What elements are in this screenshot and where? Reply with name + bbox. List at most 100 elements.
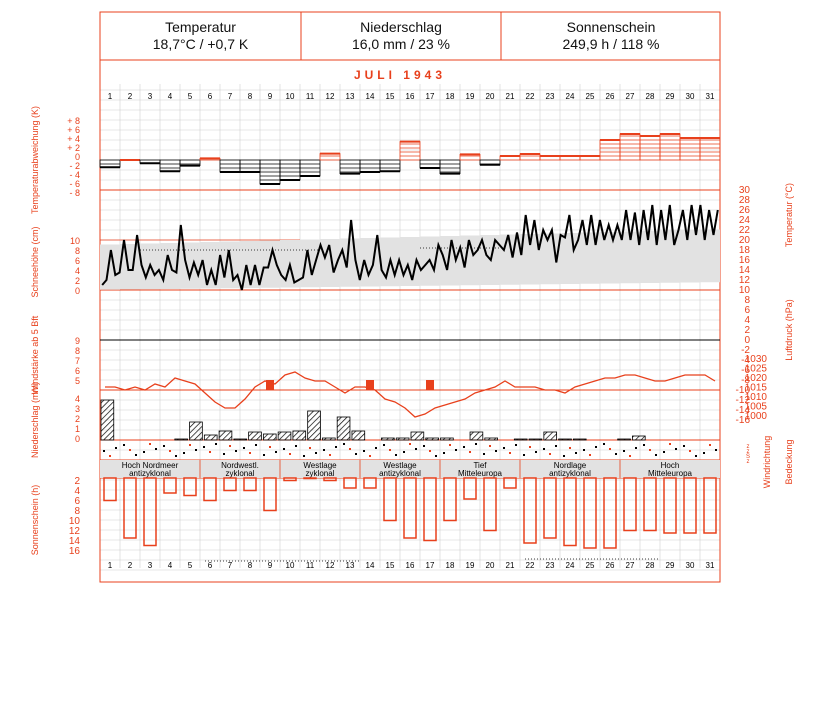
temperature-tick: -14 <box>736 405 751 416</box>
cloud-wind-tick: z <box>747 459 750 465</box>
temperature-tick: -6 <box>741 365 750 376</box>
sunshine-bar <box>343 477 357 489</box>
temperature-tick: -10 <box>736 385 751 396</box>
cloud-wind-dot <box>329 454 331 456</box>
day-label: 9 <box>268 561 273 570</box>
cloud-wind-dot <box>389 449 391 451</box>
sunshine-bar <box>563 477 577 547</box>
precipitation-tick: 1 <box>75 424 80 434</box>
sunshine-tick: 8 <box>74 506 80 517</box>
day-label: 11 <box>306 561 315 570</box>
temp-deviation-bar <box>99 159 121 168</box>
day-label: 8 <box>248 561 253 570</box>
precipitation-ylabel: Niederschlag (mm) <box>30 382 40 458</box>
header-temperature-title: Temperatur <box>165 19 236 35</box>
sunshine-bar <box>263 477 277 512</box>
sunshine-bar <box>663 477 677 534</box>
day-label: 23 <box>546 92 555 101</box>
weather-type-label: antizyklonal <box>549 469 591 478</box>
day-label: 27 <box>626 561 635 570</box>
day-label: 15 <box>386 561 395 570</box>
cloud-wind-dot <box>103 450 105 452</box>
temperature-tick: 16 <box>739 255 751 266</box>
precipitation-bar <box>395 437 410 441</box>
wind-event-marker <box>426 380 434 390</box>
day-label: 18 <box>446 561 455 570</box>
cloud-wind-dot <box>189 444 191 446</box>
cloud-wind-dot <box>529 446 531 448</box>
day-label: 4 <box>168 92 173 101</box>
wind-event-marker <box>366 380 374 390</box>
cloud-wind-dot <box>469 451 471 453</box>
precipitation-bar <box>262 433 277 441</box>
temp-deviation-tick: + 6 <box>67 125 80 135</box>
precipitation-bar <box>617 438 631 441</box>
cloud-wind-dot <box>143 451 145 453</box>
temp-deviation-bars <box>99 133 721 185</box>
cloud-wind-dot <box>109 455 111 457</box>
cloud-wind-dot <box>675 448 677 450</box>
cloud-wind-tick: z <box>747 444 750 450</box>
temperature-tick: 2 <box>744 325 750 336</box>
cloud-wind-dot <box>443 452 445 454</box>
sunshine-tick: 6 <box>74 496 80 507</box>
temperature-normal-band <box>100 229 720 290</box>
day-label: 16 <box>406 92 415 101</box>
cloud-wind-dot <box>415 448 417 450</box>
pressure-ylabel: Luftdruck (hPa) <box>784 299 794 361</box>
header-sunshine-title: Sonnenschein <box>566 19 656 35</box>
cloud-wind-dot <box>323 449 325 451</box>
sunshine-bars <box>103 477 717 549</box>
day-label: 25 <box>586 561 595 570</box>
precipitation-bar <box>381 437 395 441</box>
sunshine-bar <box>303 477 317 480</box>
temperature-tick: -4 <box>741 355 750 366</box>
day-label: 12 <box>326 561 335 570</box>
day-label: 22 <box>526 92 535 101</box>
weather-type-label: Tief <box>473 461 487 470</box>
temperature-tick: 14 <box>739 265 751 276</box>
sunshine-tick: 2 <box>74 476 80 487</box>
pressure-tick: 1000 <box>745 411 768 422</box>
precipitation-tick: 3 <box>75 404 80 414</box>
temperature-tick: 6 <box>744 305 750 316</box>
precipitation-tick: 4 <box>75 394 80 404</box>
header-sunshine: Sonnenschein 249,9 h / 118 % <box>501 12 721 60</box>
cloud-wind-dot <box>629 455 631 457</box>
temperature-band-segment <box>520 234 540 285</box>
cloud-wind-dot <box>275 451 277 453</box>
cloud-wind-dot <box>695 455 697 457</box>
temperature-tick: 10 <box>739 285 751 296</box>
cloud-wind-dot <box>409 443 411 445</box>
cloud-wind-dot <box>643 444 645 446</box>
wind-tick: 5 <box>75 376 80 386</box>
precipitation-bar <box>513 438 528 441</box>
wind-tick: 6 <box>75 366 80 376</box>
cloud-wind-dot <box>229 445 231 447</box>
sunshine-bar <box>363 477 377 489</box>
precipitation-bar <box>469 431 484 441</box>
cloud-wind-dot <box>169 450 171 452</box>
cloud-wind-dot <box>495 450 497 452</box>
sunshine-bar <box>683 477 697 534</box>
cloud-wind-dot <box>183 452 185 454</box>
precipitation-bar <box>218 430 233 441</box>
day-label: 3 <box>148 92 153 101</box>
day-label: 23 <box>546 561 555 570</box>
cloud-wind-dot <box>609 448 611 450</box>
day-label: 22 <box>526 561 535 570</box>
cloud-wind-dot <box>203 446 205 448</box>
sunshine-bar <box>323 477 337 482</box>
cloud-wind-dot <box>583 449 585 451</box>
sunshine-tick: 10 <box>69 516 81 527</box>
pressure-tick: 1005 <box>745 402 768 413</box>
cloud-wind-dot <box>543 448 545 450</box>
precipitation-bar <box>632 435 646 441</box>
cloud-wind-dot <box>175 455 177 457</box>
temperature-band-segment <box>260 240 280 288</box>
cloud-wind-dot <box>483 453 485 455</box>
day-label: 17 <box>426 561 435 570</box>
cloud-wind-dot <box>383 444 385 446</box>
cloud-wind-dot <box>309 447 311 449</box>
